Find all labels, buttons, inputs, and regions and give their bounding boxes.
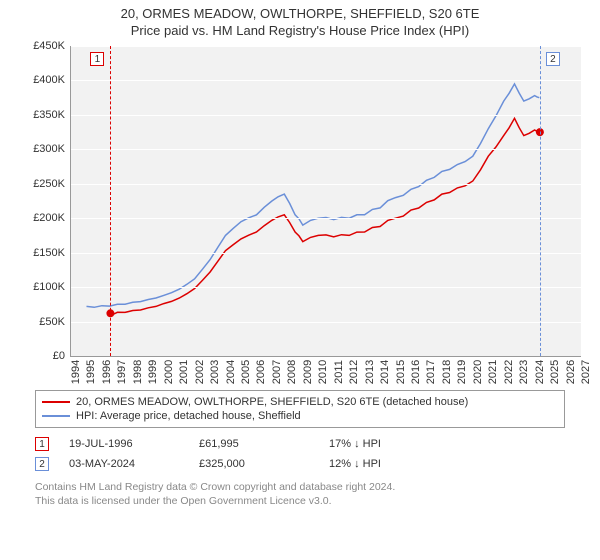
x-tick-label: 2002 (194, 360, 206, 384)
y-tick-label: £150K (20, 247, 65, 259)
y-tick-label: £100K (20, 281, 65, 293)
annotation-footnotes: 1 19-JUL-1996 £61,995 17% ↓ HPI 2 03-MAY-2024… (35, 434, 565, 474)
gridline-h (71, 115, 581, 116)
x-tick-label: 2027 (580, 360, 592, 384)
x-axis-labels: 19941995 19961997 19981999 20002001 20022003… (70, 358, 580, 386)
legend-item: 20, ORMES MEADOW, OWLTHORPE, SHEFFIELD, … (42, 395, 558, 409)
x-tick-label: 2019 (456, 360, 468, 384)
legend-box: 20, ORMES MEADOW, OWLTHORPE, SHEFFIELD, … (35, 390, 565, 428)
chart-titles: 20, ORMES MEADOW, OWLTHORPE, SHEFFIELD, … (0, 0, 600, 38)
y-tick-label: £400K (20, 74, 65, 86)
gridline-h (71, 322, 581, 323)
x-tick-label: 2001 (178, 360, 190, 384)
x-tick-label: 2016 (410, 360, 422, 384)
x-tick-label: 2004 (225, 360, 237, 384)
y-tick-label: £450K (20, 40, 65, 52)
footnote-row: 1 19-JUL-1996 £61,995 17% ↓ HPI (35, 434, 565, 454)
x-tick-label: 1999 (147, 360, 159, 384)
gridline-h (71, 218, 581, 219)
annotation-box: 1 (90, 52, 104, 66)
x-tick-label: 1997 (116, 360, 128, 384)
footnote-price: £325,000 (199, 458, 309, 470)
footnote-date: 19-JUL-1996 (69, 438, 179, 450)
title-sub: Price paid vs. HM Land Registry's House … (0, 23, 600, 38)
legend-item: HPI: Average price, detached house, Shef… (42, 409, 558, 423)
x-tick-label: 2026 (565, 360, 577, 384)
x-tick-label: 2007 (271, 360, 283, 384)
x-tick-label: 2003 (209, 360, 221, 384)
footnote-box: 2 (35, 457, 49, 471)
footnote-delta: 17% ↓ HPI (329, 438, 439, 450)
series-line-price_paid (110, 118, 540, 314)
gridline-h (71, 149, 581, 150)
x-tick-label: 2023 (518, 360, 530, 384)
x-tick-label: 1998 (132, 360, 144, 384)
gridline-h (71, 287, 581, 288)
gridline-h (71, 253, 581, 254)
y-tick-label: £200K (20, 212, 65, 224)
footnote-price: £61,995 (199, 438, 309, 450)
legend-label: 20, ORMES MEADOW, OWLTHORPE, SHEFFIELD, … (76, 396, 468, 408)
legend-swatch (42, 415, 70, 417)
x-tick-label: 2005 (240, 360, 252, 384)
footnote-row: 2 03-MAY-2024 £325,000 12% ↓ HPI (35, 454, 565, 474)
x-tick-label: 2012 (348, 360, 360, 384)
y-tick-label: £350K (20, 109, 65, 121)
x-tick-label: 2025 (549, 360, 561, 384)
footnote-box: 1 (35, 437, 49, 451)
x-tick-label: 2022 (503, 360, 515, 384)
title-main: 20, ORMES MEADOW, OWLTHORPE, SHEFFIELD, … (0, 6, 600, 21)
x-tick-label: 2013 (364, 360, 376, 384)
gridline-h (71, 184, 581, 185)
x-tick-label: 2017 (425, 360, 437, 384)
x-tick-label: 2009 (302, 360, 314, 384)
credit-line-1: Contains HM Land Registry data © Crown c… (35, 480, 565, 494)
footnote-delta: 12% ↓ HPI (329, 458, 439, 470)
x-tick-label: 2008 (286, 360, 298, 384)
plot-area: 12 (70, 46, 581, 357)
y-tick-label: £250K (20, 178, 65, 190)
y-tick-label: £0 (20, 350, 65, 362)
x-tick-label: 1994 (70, 360, 82, 384)
x-tick-label: 2020 (472, 360, 484, 384)
chart-area: £0 £50K £100K £150K £200K £250K £300K £350K £400… (20, 46, 580, 386)
legend-label: HPI: Average price, detached house, Shef… (76, 410, 301, 422)
annotation-vline (540, 46, 541, 356)
x-tick-label: 1996 (101, 360, 113, 384)
x-tick-label: 2018 (441, 360, 453, 384)
x-tick-label: 2011 (333, 360, 345, 384)
x-tick-label: 2015 (395, 360, 407, 384)
x-tick-label: 2021 (487, 360, 499, 384)
y-tick-label: £50K (20, 316, 65, 328)
annotation-vline (110, 46, 111, 356)
x-tick-label: 2024 (534, 360, 546, 384)
credit-text: Contains HM Land Registry data © Crown c… (35, 480, 565, 508)
annotation-box: 2 (546, 52, 560, 66)
legend-swatch (42, 401, 70, 403)
x-tick-label: 1995 (85, 360, 97, 384)
gridline-h (71, 80, 581, 81)
y-tick-label: £300K (20, 143, 65, 155)
line-series-svg (71, 46, 581, 356)
x-tick-label: 2000 (163, 360, 175, 384)
footnote-date: 03-MAY-2024 (69, 458, 179, 470)
x-tick-label: 2014 (379, 360, 391, 384)
gridline-h (71, 46, 581, 47)
credit-line-2: This data is licensed under the Open Gov… (35, 494, 565, 508)
series-line-hpi (87, 84, 540, 307)
x-tick-label: 2006 (255, 360, 267, 384)
x-tick-label: 2010 (317, 360, 329, 384)
